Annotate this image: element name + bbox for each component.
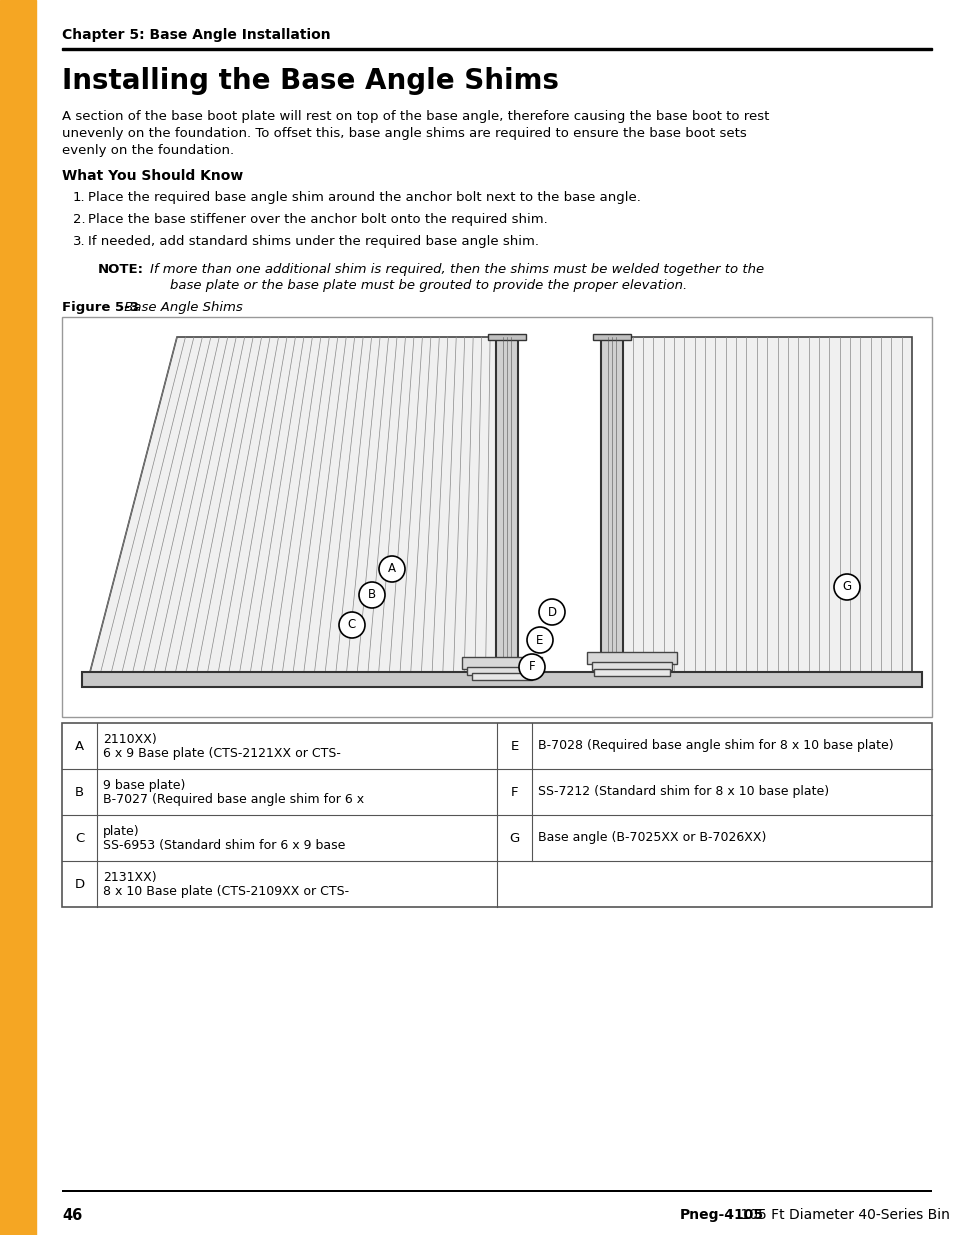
Text: D: D bbox=[547, 605, 556, 619]
Text: A: A bbox=[388, 562, 395, 576]
Text: F: F bbox=[510, 785, 517, 799]
Text: What You Should Know: What You Should Know bbox=[62, 169, 243, 183]
Bar bbox=[62, 47, 931, 49]
Bar bbox=[62, 722, 931, 906]
Text: Base angle (B-7025XX or B-7026XX): Base angle (B-7025XX or B-7026XX) bbox=[537, 831, 765, 845]
Bar bbox=[592, 662, 671, 671]
Text: E: E bbox=[536, 634, 543, 646]
Bar bbox=[472, 673, 532, 680]
Text: unevenly on the foundation. To offset this, base angle shims are required to ens: unevenly on the foundation. To offset th… bbox=[62, 127, 746, 140]
Polygon shape bbox=[612, 337, 911, 677]
Text: A section of the base boot plate will rest on top of the base angle, therefore c: A section of the base boot plate will re… bbox=[62, 110, 768, 124]
Text: Chapter 5: Base Angle Installation: Chapter 5: Base Angle Installation bbox=[62, 28, 331, 42]
Text: D: D bbox=[74, 878, 85, 890]
Text: plate): plate) bbox=[103, 825, 139, 837]
Bar bbox=[62, 1191, 931, 1192]
Text: 46: 46 bbox=[62, 1208, 82, 1223]
Text: B: B bbox=[368, 589, 375, 601]
Circle shape bbox=[338, 613, 365, 638]
Text: 1.: 1. bbox=[73, 191, 86, 204]
Text: C: C bbox=[348, 619, 355, 631]
Text: SS-6953 (Standard shim for 6 x 9 base: SS-6953 (Standard shim for 6 x 9 base bbox=[103, 839, 345, 851]
Text: Installing the Base Angle Shims: Installing the Base Angle Shims bbox=[62, 67, 558, 95]
Text: 8 x 10 Base plate (CTS-2109XX or CTS-: 8 x 10 Base plate (CTS-2109XX or CTS- bbox=[103, 884, 349, 898]
Text: Pneg-4105: Pneg-4105 bbox=[679, 1208, 763, 1221]
Bar bbox=[488, 674, 525, 680]
Circle shape bbox=[518, 655, 544, 680]
Text: 6 x 9 Base plate (CTS-2121XX or CTS-: 6 x 9 Base plate (CTS-2121XX or CTS- bbox=[103, 746, 340, 760]
Polygon shape bbox=[90, 337, 506, 672]
Bar bbox=[600, 337, 622, 677]
Text: If needed, add standard shims under the required base angle shim.: If needed, add standard shims under the … bbox=[88, 235, 538, 248]
Text: G: G bbox=[509, 831, 519, 845]
Text: E: E bbox=[510, 740, 518, 752]
Text: NOTE:: NOTE: bbox=[98, 263, 144, 275]
Circle shape bbox=[526, 627, 553, 653]
Bar bbox=[82, 672, 921, 687]
Bar bbox=[586, 652, 677, 664]
Text: 2131XX): 2131XX) bbox=[103, 871, 156, 883]
Text: Base Angle Shims: Base Angle Shims bbox=[120, 301, 242, 314]
Text: 105 Ft Diameter 40-Series Bin: 105 Ft Diameter 40-Series Bin bbox=[735, 1208, 949, 1221]
Bar bbox=[0, 0, 36, 1235]
Bar bbox=[467, 667, 537, 676]
Circle shape bbox=[538, 599, 564, 625]
Text: evenly on the foundation.: evenly on the foundation. bbox=[62, 144, 233, 157]
Circle shape bbox=[378, 556, 405, 582]
Circle shape bbox=[833, 574, 859, 600]
Text: Figure 5-3: Figure 5-3 bbox=[62, 301, 139, 314]
Text: F: F bbox=[528, 661, 535, 673]
Circle shape bbox=[358, 582, 385, 608]
Text: base plate or the base plate must be grouted to provide the proper elevation.: base plate or the base plate must be gro… bbox=[170, 279, 686, 291]
Bar bbox=[496, 337, 517, 677]
Text: 9 base plate): 9 base plate) bbox=[103, 778, 185, 792]
Text: SS-7212 (Standard shim for 8 x 10 base plate): SS-7212 (Standard shim for 8 x 10 base p… bbox=[537, 785, 828, 799]
Bar bbox=[593, 674, 630, 680]
Text: If more than one additional shim is required, then the shims must be welded toge: If more than one additional shim is requ… bbox=[150, 263, 763, 275]
Bar bbox=[461, 657, 541, 669]
Text: 2.: 2. bbox=[73, 212, 86, 226]
Text: Place the required base angle shim around the anchor bolt next to the base angle: Place the required base angle shim aroun… bbox=[88, 191, 640, 204]
Text: 3.: 3. bbox=[73, 235, 86, 248]
Text: Place the base stiffener over the anchor bolt onto the required shim.: Place the base stiffener over the anchor… bbox=[88, 212, 547, 226]
Text: C: C bbox=[74, 831, 84, 845]
Bar bbox=[593, 333, 630, 340]
Bar bbox=[594, 669, 669, 676]
Text: 2110XX): 2110XX) bbox=[103, 732, 156, 746]
Text: B-7027 (Required base angle shim for 6 x: B-7027 (Required base angle shim for 6 x bbox=[103, 793, 364, 805]
Text: G: G bbox=[841, 580, 851, 594]
Bar bbox=[62, 317, 931, 718]
Bar bbox=[488, 333, 525, 340]
Text: B: B bbox=[75, 785, 84, 799]
Text: B-7028 (Required base angle shim for 8 x 10 base plate): B-7028 (Required base angle shim for 8 x… bbox=[537, 740, 893, 752]
Text: A: A bbox=[75, 740, 84, 752]
